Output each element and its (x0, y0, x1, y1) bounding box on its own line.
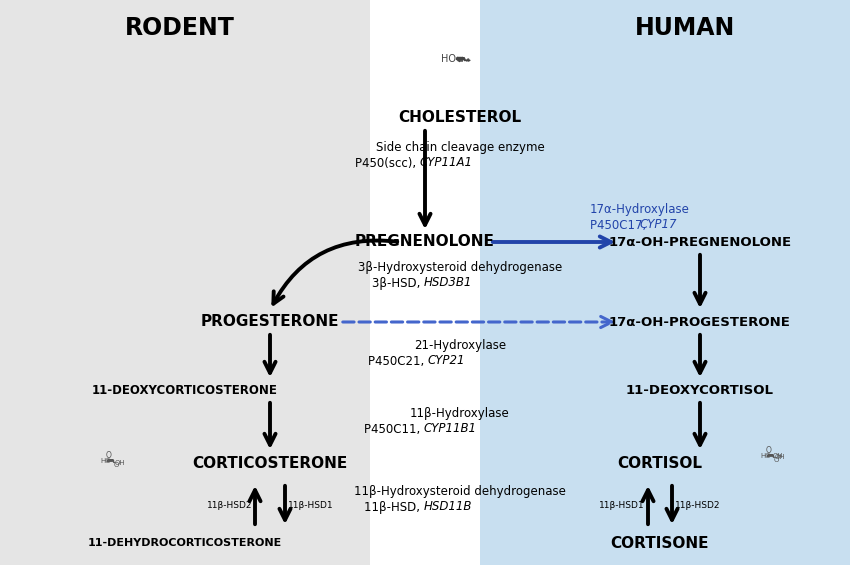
Text: CORTISONE: CORTISONE (611, 536, 709, 550)
Text: P450C17,: P450C17, (590, 219, 650, 232)
Text: HO: HO (100, 458, 110, 464)
Text: OH: OH (773, 453, 783, 459)
Text: 3β-HSD,: 3β-HSD, (371, 276, 424, 289)
Text: HUMAN: HUMAN (635, 16, 735, 40)
Text: CYP11B1: CYP11B1 (424, 423, 477, 436)
Text: RODENT: RODENT (125, 16, 235, 40)
Text: 11β-HSD2: 11β-HSD2 (207, 501, 252, 510)
Text: 11β-Hydroxysteroid dehydrogenase: 11β-Hydroxysteroid dehydrogenase (354, 485, 566, 498)
Text: O: O (105, 451, 111, 460)
Text: 11β-Hydroxylase: 11β-Hydroxylase (410, 407, 510, 420)
Text: 21-Hydroxylase: 21-Hydroxylase (414, 340, 506, 353)
Text: O: O (766, 446, 772, 455)
Text: 11-DEOXYCORTICOSTERONE: 11-DEOXYCORTICOSTERONE (92, 384, 278, 397)
Bar (370, 0, 480, 565)
Text: PROGESTERONE: PROGESTERONE (201, 315, 339, 329)
Text: 17α-OH-PROGESTERONE: 17α-OH-PROGESTERONE (609, 315, 791, 328)
Text: CORTISOL: CORTISOL (617, 455, 702, 471)
Text: O: O (774, 457, 779, 463)
Text: 11-DEOXYCORTISOL: 11-DEOXYCORTISOL (626, 384, 774, 397)
Text: 11β-HSD2: 11β-HSD2 (675, 501, 721, 510)
Text: 11-DEHYDROCORTICOSTERONE: 11-DEHYDROCORTICOSTERONE (88, 538, 282, 548)
Text: 17α-Hydroxylase: 17α-Hydroxylase (590, 203, 690, 216)
Text: PREGNENOLONE: PREGNENOLONE (355, 234, 495, 250)
Text: OH: OH (115, 459, 125, 466)
Text: Side chain cleavage enzyme: Side chain cleavage enzyme (376, 141, 544, 154)
Text: 11β-HSD,: 11β-HSD, (365, 501, 424, 514)
Text: P450(scc),: P450(scc), (355, 157, 420, 170)
Text: P450C21,: P450C21, (368, 354, 428, 367)
Text: OH: OH (774, 454, 785, 460)
Text: 3β-Hydroxysteroid dehydrogenase: 3β-Hydroxysteroid dehydrogenase (358, 262, 562, 275)
Text: 11β-HSD1: 11β-HSD1 (599, 501, 645, 510)
Text: CYP11A1: CYP11A1 (420, 157, 473, 170)
Text: HSD3B1: HSD3B1 (424, 276, 473, 289)
Text: CYP21: CYP21 (428, 354, 466, 367)
Text: HO: HO (760, 453, 771, 459)
Bar (480, 0, 850, 565)
Text: HO: HO (441, 54, 456, 64)
Text: CYP17: CYP17 (640, 219, 677, 232)
Text: HSD11B: HSD11B (424, 501, 473, 514)
Text: P450C11,: P450C11, (364, 423, 424, 436)
Text: CHOLESTEROL: CHOLESTEROL (399, 111, 522, 125)
Bar (0, 0, 370, 565)
Text: 11β-HSD1: 11β-HSD1 (288, 501, 333, 510)
Text: 17α-OH-PREGNENOLONE: 17α-OH-PREGNENOLONE (609, 236, 791, 249)
Text: O: O (114, 462, 119, 468)
Text: CORTICOSTERONE: CORTICOSTERONE (192, 455, 348, 471)
